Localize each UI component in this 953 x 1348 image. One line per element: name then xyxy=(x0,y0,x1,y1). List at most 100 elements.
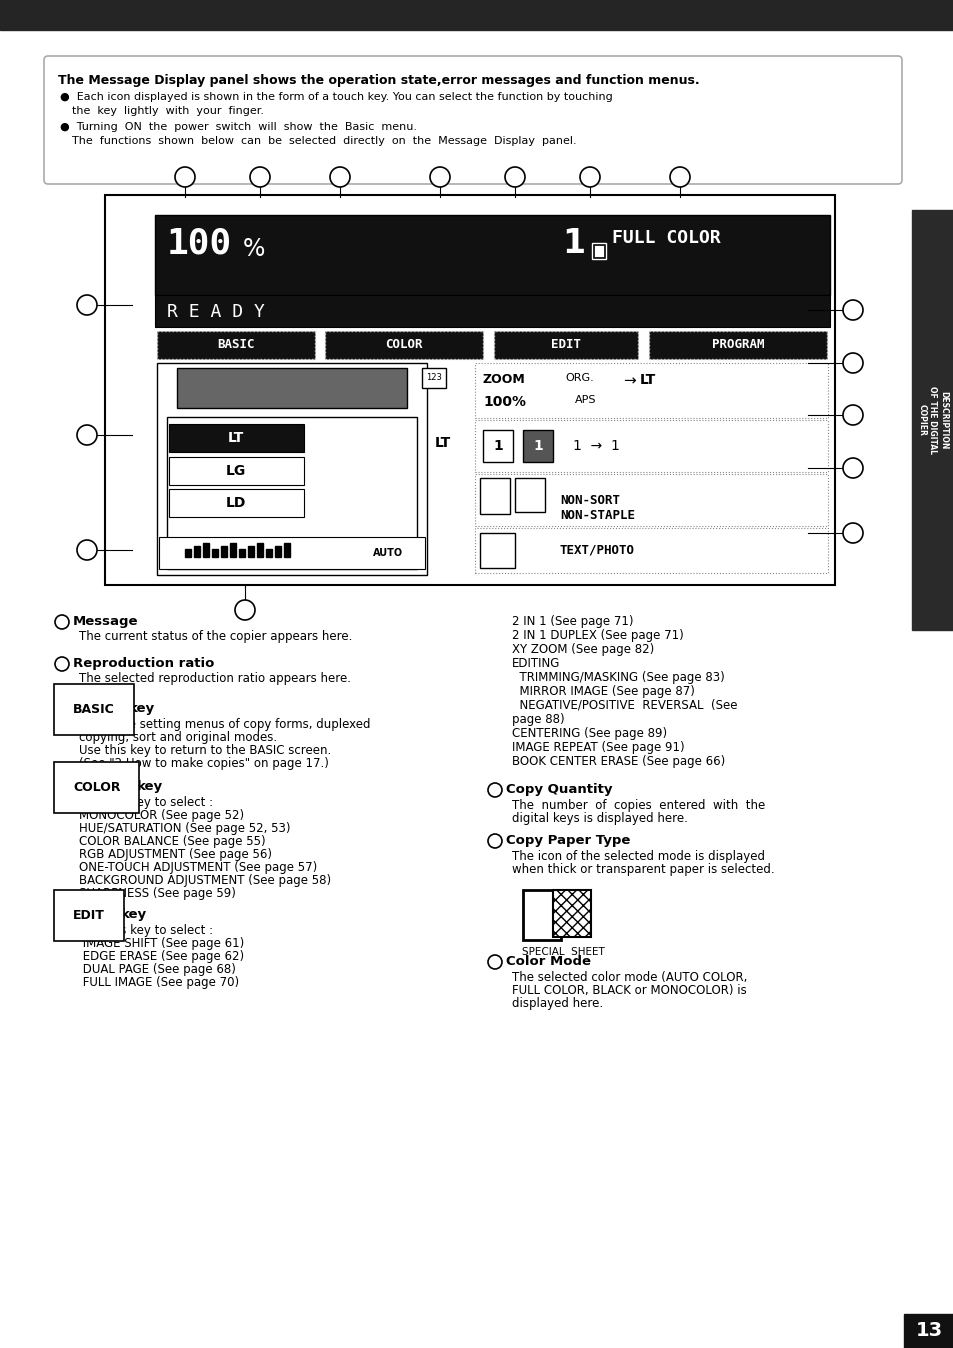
Text: LT: LT xyxy=(228,431,244,445)
Bar xyxy=(157,363,427,576)
Text: Use this key to select :: Use this key to select : xyxy=(79,797,213,809)
Circle shape xyxy=(842,458,862,479)
Bar xyxy=(475,363,827,418)
Text: 1: 1 xyxy=(561,226,584,260)
Text: LT: LT xyxy=(639,373,656,387)
Bar xyxy=(553,890,590,937)
Bar xyxy=(911,210,953,630)
Bar xyxy=(212,549,218,557)
Text: FULL IMAGE (See page 70): FULL IMAGE (See page 70) xyxy=(79,976,239,989)
Text: FULL COLOR, BLACK or MONOCOLOR) is: FULL COLOR, BLACK or MONOCOLOR) is xyxy=(512,984,746,998)
Circle shape xyxy=(55,909,69,922)
Text: 100: 100 xyxy=(167,226,232,262)
Text: LT: LT xyxy=(435,435,451,450)
Text: 2 IN 1 (See page 71): 2 IN 1 (See page 71) xyxy=(512,615,633,628)
Text: ONE-TOUCH ADJUSTMENT (See page 57): ONE-TOUCH ADJUSTMENT (See page 57) xyxy=(79,861,317,874)
Text: Copy Quantity: Copy Quantity xyxy=(505,783,612,797)
Circle shape xyxy=(488,954,501,969)
Bar xyxy=(193,546,200,557)
Text: 13: 13 xyxy=(915,1321,942,1340)
Text: BOOK CENTER ERASE (See page 66): BOOK CENTER ERASE (See page 66) xyxy=(512,755,724,768)
Text: FULL COLOR: FULL COLOR xyxy=(612,229,720,247)
Text: page 88): page 88) xyxy=(512,713,564,727)
Bar xyxy=(284,543,290,557)
FancyBboxPatch shape xyxy=(44,57,901,183)
Text: Message: Message xyxy=(73,615,138,628)
Text: 2 IN 1 DUPLEX (See page 71): 2 IN 1 DUPLEX (See page 71) xyxy=(512,630,683,642)
Text: BASIC: BASIC xyxy=(217,338,254,352)
Text: ●  Each icon displayed is shown in the form of a touch key. You can select the f: ● Each icon displayed is shown in the fo… xyxy=(60,92,612,102)
Text: MIRROR IMAGE (See page 87): MIRROR IMAGE (See page 87) xyxy=(512,685,694,698)
Bar xyxy=(903,1314,953,1348)
Bar xyxy=(157,332,314,359)
Text: when thick or transparent paper is selected.: when thick or transparent paper is selec… xyxy=(512,863,774,876)
Text: ●  Turning  ON  the  power  switch  will  show  the  Basic  menu.: ● Turning ON the power switch will show … xyxy=(60,123,416,132)
Text: displayed here.: displayed here. xyxy=(512,998,602,1010)
Text: COLOR BALANCE (See page 55): COLOR BALANCE (See page 55) xyxy=(79,834,265,848)
Circle shape xyxy=(77,541,97,559)
Circle shape xyxy=(488,783,501,797)
Text: 123: 123 xyxy=(426,373,441,383)
Bar xyxy=(421,368,446,388)
Text: TRIMMING/MASKING (See page 83): TRIMMING/MASKING (See page 83) xyxy=(512,671,724,683)
Text: key: key xyxy=(129,702,155,714)
Circle shape xyxy=(174,167,194,187)
Text: 1: 1 xyxy=(493,439,502,453)
Bar xyxy=(248,546,253,557)
Text: ZOOM: ZOOM xyxy=(482,373,525,386)
Text: The selected color mode (AUTO COLOR,: The selected color mode (AUTO COLOR, xyxy=(512,971,746,984)
Text: ORG.: ORG. xyxy=(564,373,593,383)
Text: Use this key to return to the BASIC screen.: Use this key to return to the BASIC scre… xyxy=(79,744,331,758)
Bar xyxy=(479,532,515,568)
Text: LG: LG xyxy=(226,464,246,479)
Bar xyxy=(154,214,829,295)
Text: Reproduction ratio: Reproduction ratio xyxy=(73,656,214,670)
Bar xyxy=(169,457,304,485)
Circle shape xyxy=(430,167,450,187)
Text: BACKGROUND ADJUSTMENT (See page 58): BACKGROUND ADJUSTMENT (See page 58) xyxy=(79,874,331,887)
Text: CENTERING (See page 89): CENTERING (See page 89) xyxy=(512,727,666,740)
Circle shape xyxy=(842,523,862,543)
Text: 1: 1 xyxy=(533,439,542,453)
Bar xyxy=(274,546,281,557)
Circle shape xyxy=(579,167,599,187)
Circle shape xyxy=(669,167,689,187)
Bar xyxy=(169,489,304,518)
Bar xyxy=(203,543,209,557)
Text: (See "2.How to make copies" on page 17.): (See "2.How to make copies" on page 17.) xyxy=(79,758,329,770)
Text: RGB ADJUSTMENT (See page 56): RGB ADJUSTMENT (See page 56) xyxy=(79,848,272,861)
Text: the  key  lightly  with  your  finger.: the key lightly with your finger. xyxy=(71,106,264,116)
Bar xyxy=(553,890,590,937)
Bar xyxy=(256,543,263,557)
Text: XY ZOOM (See page 82): XY ZOOM (See page 82) xyxy=(512,643,654,656)
Circle shape xyxy=(488,834,501,848)
Text: EDITING: EDITING xyxy=(512,656,559,670)
Bar xyxy=(239,549,245,557)
Circle shape xyxy=(330,167,350,187)
Text: NON-STAPLE: NON-STAPLE xyxy=(559,510,635,522)
Bar xyxy=(475,528,827,573)
Text: EDIT: EDIT xyxy=(551,338,580,352)
Text: PROGRAM: PROGRAM xyxy=(711,338,763,352)
Text: The  functions  shown  below  can  be  selected  directly  on  the  Message  Dis: The functions shown below can be selecte… xyxy=(71,136,576,146)
Text: NEGATIVE/POSITIVE  REVERSAL  (See: NEGATIVE/POSITIVE REVERSAL (See xyxy=(512,700,737,712)
Bar xyxy=(105,195,834,585)
Text: R E A D Y: R E A D Y xyxy=(167,303,265,321)
Text: NON-SORT: NON-SORT xyxy=(559,493,619,507)
Bar xyxy=(479,479,510,514)
Text: The selected reproduction ratio appears here.: The selected reproduction ratio appears … xyxy=(79,673,351,685)
Bar xyxy=(221,546,227,557)
Bar xyxy=(154,295,829,328)
Text: MONOCOLOR (See page 52): MONOCOLOR (See page 52) xyxy=(79,809,244,822)
Circle shape xyxy=(842,404,862,425)
Text: copying, sort and original modes.: copying, sort and original modes. xyxy=(79,731,276,744)
Text: EDIT: EDIT xyxy=(73,909,105,922)
Text: The icon of the selected mode is displayed: The icon of the selected mode is display… xyxy=(512,851,764,863)
Text: The Message Display panel shows the operation state,error messages and function : The Message Display panel shows the oper… xyxy=(58,74,699,88)
Text: There are setting menus of copy forms, duplexed: There are setting menus of copy forms, d… xyxy=(79,718,370,731)
Text: TEXT/PHOTO: TEXT/PHOTO xyxy=(559,543,635,557)
Text: BASIC: BASIC xyxy=(73,704,114,716)
Text: COLOR: COLOR xyxy=(73,780,120,794)
Bar xyxy=(475,421,827,472)
Circle shape xyxy=(842,353,862,373)
